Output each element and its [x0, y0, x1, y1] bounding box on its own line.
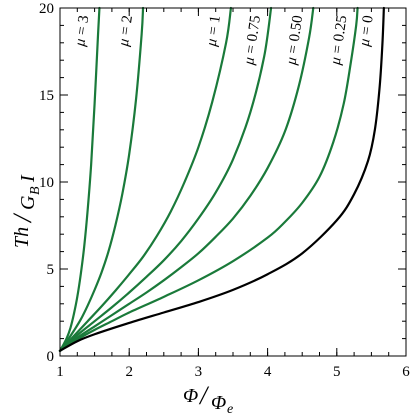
x-tick-label: 5 — [333, 364, 341, 380]
y-tick-label: 0 — [47, 349, 55, 365]
curve-label: μ = 2 — [116, 14, 136, 48]
y-tick-label: 15 — [39, 88, 54, 104]
major-ticks — [59, 7, 407, 357]
curve-label: μ = 1 — [204, 14, 224, 48]
curve-labels: μ = 3 μ = 2 μ = 1 μ = 0.75 μ = 0.50 μ = 0.25 μ… — [72, 14, 377, 66]
plot-frame — [59, 7, 407, 357]
minor-ticks — [59, 7, 407, 357]
series-line — [58, 6, 101, 352]
curve-label: μ = 0.50 — [283, 14, 306, 66]
y-axis-label: Th / G B I — [8, 174, 43, 248]
series-line — [58, 6, 315, 352]
curve-label: μ = 0 — [357, 14, 377, 48]
x-tick-label: 3 — [195, 364, 203, 380]
curve-label: μ = 0.25 — [328, 14, 351, 66]
y-label-denominator-sub: B — [28, 186, 43, 195]
curve-label: μ = 0.75 — [241, 14, 264, 66]
series-line — [58, 6, 273, 352]
x-label-numerator: Φ — [183, 385, 198, 407]
y-tick-label: 20 — [39, 1, 54, 17]
y-label-numerator: Th — [11, 227, 33, 248]
tick-labels: 1 2 3 4 5 6 0 5 10 15 20 — [39, 1, 410, 380]
x-tick-label: 1 — [56, 364, 64, 380]
series-line — [58, 6, 359, 352]
x-label-denominator-sub: e — [227, 402, 233, 415]
x-tick-label: 4 — [264, 364, 272, 380]
curve-label: μ = 3 — [72, 14, 92, 48]
y-label-denominator: G — [17, 195, 39, 210]
series-lines — [58, 6, 385, 352]
x-tick-label: 6 — [402, 364, 410, 380]
x-label-slash: / — [198, 381, 210, 410]
x-axis-label: Φ / Φ e — [183, 381, 233, 415]
series-line — [58, 6, 233, 352]
y-label-denominator-tail: I — [17, 174, 39, 183]
y-tick-label: 10 — [39, 175, 54, 191]
y-tick-label: 5 — [47, 262, 55, 278]
x-label-denominator: Φ — [211, 392, 226, 414]
x-tick-label: 2 — [125, 364, 133, 380]
series-line — [58, 6, 385, 352]
series-line — [58, 6, 145, 352]
y-label-slash: / — [8, 212, 37, 224]
